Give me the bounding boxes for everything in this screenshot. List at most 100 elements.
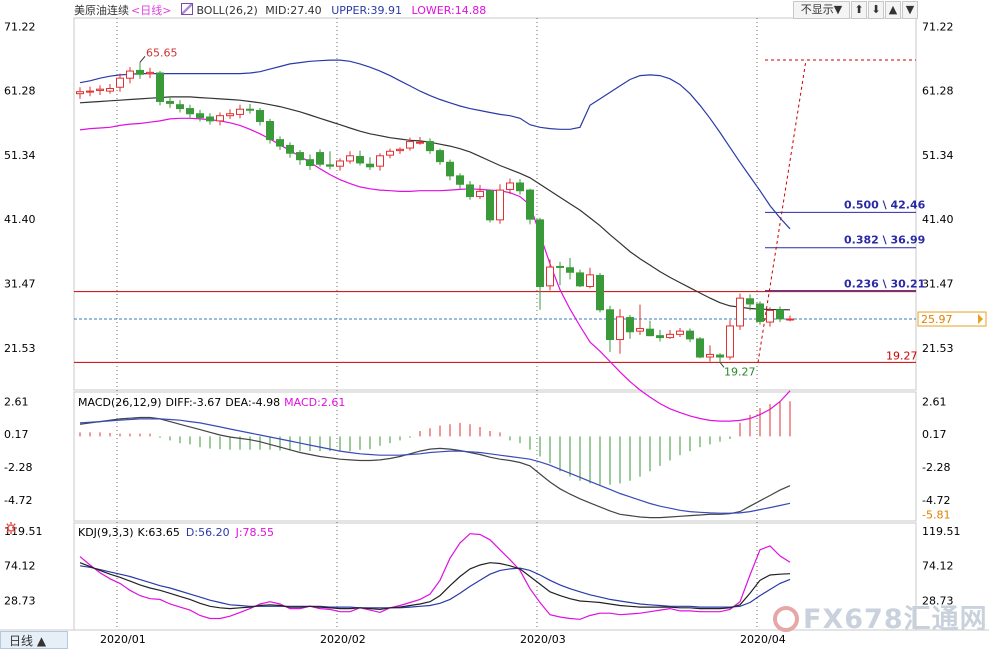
candle-body bbox=[646, 328, 654, 337]
macd-y-tick-left: 2.61 bbox=[4, 395, 29, 408]
macd-y-tick-left: -2.28 bbox=[4, 461, 32, 474]
kdj-y-tick-right: 28.73 bbox=[922, 594, 954, 607]
period-tab-daily[interactable]: 日线 ▲ bbox=[0, 631, 68, 649]
y-tick-label-left: 71.22 bbox=[4, 20, 36, 33]
candle-body bbox=[116, 77, 124, 88]
candle-body bbox=[626, 317, 634, 333]
candle-body bbox=[326, 164, 334, 167]
candle-body bbox=[446, 161, 454, 177]
main-header: 美原油连续 <日线> BOLL(26,2) MID:27.40 UPPER:39.… bbox=[74, 2, 486, 18]
candle-body bbox=[686, 330, 694, 340]
y-tick-label-left: 51.34 bbox=[4, 149, 36, 162]
panel-border-1 bbox=[73, 17, 917, 391]
candle-body bbox=[286, 144, 294, 154]
kdj-y-tick-left: 74.12 bbox=[4, 560, 36, 573]
candle-body bbox=[696, 338, 704, 358]
kdj-header-part: J:78.55 bbox=[235, 526, 274, 539]
boll-mid-label: MID:27.40 bbox=[265, 4, 322, 17]
candle-body bbox=[426, 141, 434, 152]
candle-body bbox=[106, 88, 114, 92]
zoom-out-button[interactable]: ▼ bbox=[902, 1, 918, 19]
macd-header-part: DIFF:-3.67 bbox=[166, 396, 222, 409]
watermark-text: FX678汇通网 bbox=[803, 604, 988, 635]
low-label: 19.27 bbox=[724, 365, 756, 378]
candle-body bbox=[476, 190, 484, 198]
gear-tooth bbox=[6, 523, 9, 526]
candle-body bbox=[636, 328, 644, 332]
gear-tooth bbox=[13, 523, 16, 526]
candle-body bbox=[316, 152, 324, 165]
fib-label: 0.500 \ 42.46 bbox=[844, 198, 926, 211]
candle-body bbox=[186, 108, 194, 115]
kdj-header-text: KDJ(9,3,3) K:63.65 D:56.20 J:78.55 bbox=[78, 526, 274, 539]
candle-body bbox=[256, 110, 264, 123]
symbol-name: 美原油连续 bbox=[74, 4, 129, 17]
candle-body bbox=[746, 298, 754, 305]
y-tick-label-left: 61.28 bbox=[4, 85, 36, 98]
y-tick-label-right: 41.40 bbox=[922, 213, 954, 226]
candle-body bbox=[126, 70, 134, 79]
candle-body bbox=[246, 108, 254, 111]
x-tick-label: 2020/04 bbox=[740, 633, 786, 646]
kdj-k-line bbox=[79, 562, 791, 611]
low-pointer bbox=[719, 362, 725, 368]
y-tick-label-right: 71.22 bbox=[922, 20, 954, 33]
macd-header-part: DEA:-4.98 bbox=[225, 396, 280, 409]
candle-body bbox=[756, 303, 764, 322]
candle-body bbox=[206, 116, 214, 122]
candle-body bbox=[96, 88, 104, 91]
y-tick-label-left: 41.40 bbox=[4, 213, 36, 226]
candle-body bbox=[406, 141, 414, 149]
boll-upper-line bbox=[79, 59, 791, 230]
candle-body bbox=[736, 297, 744, 327]
x-tick-label: 2020/01 bbox=[100, 633, 146, 646]
candle-body bbox=[396, 148, 404, 152]
macd-y-tick-right: 2.61 bbox=[922, 395, 947, 408]
support-label: 19.27 bbox=[886, 349, 918, 362]
candle-body bbox=[236, 108, 244, 115]
y-tick-label-right: 21.53 bbox=[922, 342, 954, 355]
candle-body bbox=[556, 265, 564, 268]
x-tick-label: 2020/03 bbox=[520, 633, 566, 646]
current-price-box bbox=[917, 311, 987, 327]
macd-header-part: MACD:2.61 bbox=[284, 396, 345, 409]
hide-indicator-dropdown[interactable]: 不显示▼ bbox=[793, 1, 850, 19]
price-marker-icon bbox=[978, 314, 983, 325]
high-pointer bbox=[139, 55, 146, 63]
y-tick-label-right: 51.34 bbox=[922, 149, 954, 162]
kdj-y-tick-right: 119.51 bbox=[922, 525, 961, 538]
kdj-d-line bbox=[79, 565, 791, 609]
candle-body bbox=[346, 155, 354, 162]
candle-body bbox=[496, 189, 504, 221]
candle-body bbox=[576, 272, 584, 287]
candle-body bbox=[296, 152, 304, 161]
scroll-down-button[interactable]: ⬇ bbox=[868, 1, 884, 19]
scroll-up-button[interactable]: ⬆ bbox=[851, 1, 867, 19]
settings-gear-icon[interactable] bbox=[5, 522, 17, 534]
candle-body bbox=[706, 353, 714, 358]
candle-body bbox=[526, 189, 534, 220]
boll-upper-label: UPPER:39.91 bbox=[331, 4, 402, 17]
candle-body bbox=[726, 325, 734, 358]
indicator-select-icon[interactable] bbox=[180, 3, 193, 15]
panel-border-2 bbox=[73, 391, 917, 522]
candle-body bbox=[166, 100, 174, 104]
candle-body bbox=[666, 333, 674, 339]
candle-body bbox=[436, 150, 444, 163]
gear-tooth bbox=[6, 530, 9, 533]
zoom-in-button[interactable]: ▲ bbox=[885, 1, 901, 19]
boll-mid-line bbox=[79, 96, 791, 311]
fx678-logo-icon bbox=[773, 606, 799, 632]
macd-dea-line bbox=[79, 418, 791, 514]
kdj-header-part: KDJ(9,3,3) bbox=[78, 526, 134, 539]
macd-y-tick-left: 0.17 bbox=[4, 428, 29, 441]
candle-body bbox=[356, 155, 364, 164]
y-tick-label-left: 31.47 bbox=[4, 277, 36, 290]
fib-label: 0.236 \ 30.21 bbox=[844, 278, 925, 291]
high-label: 65.65 bbox=[146, 46, 178, 59]
candle-body bbox=[716, 354, 724, 358]
macd-y-tick-right: -2.28 bbox=[922, 461, 950, 474]
candle-body bbox=[176, 104, 184, 110]
candle-body bbox=[676, 330, 684, 335]
